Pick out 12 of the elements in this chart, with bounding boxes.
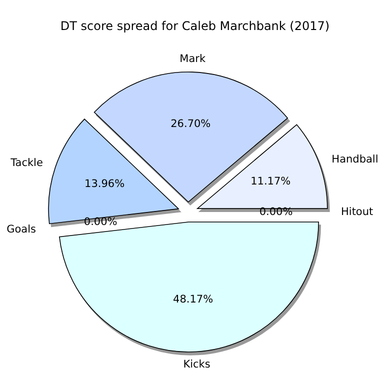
data-label: 13.96% xyxy=(84,178,125,190)
data-label: 48.17% xyxy=(173,294,214,306)
data-label: 26.70% xyxy=(170,118,211,130)
slice-label: Handball xyxy=(332,153,378,166)
chart-title: DT score spread for Caleb Marchbank (2017) xyxy=(60,19,330,33)
text: 0.00% xyxy=(84,216,118,228)
data-label: 11.17% xyxy=(250,176,291,188)
slice-label: Kicks xyxy=(183,358,210,371)
slice-label: Tackle xyxy=(10,157,43,170)
category-label: Goals xyxy=(6,223,36,236)
slice-label: Mark xyxy=(180,52,206,65)
category-label: Hitout xyxy=(341,206,374,218)
